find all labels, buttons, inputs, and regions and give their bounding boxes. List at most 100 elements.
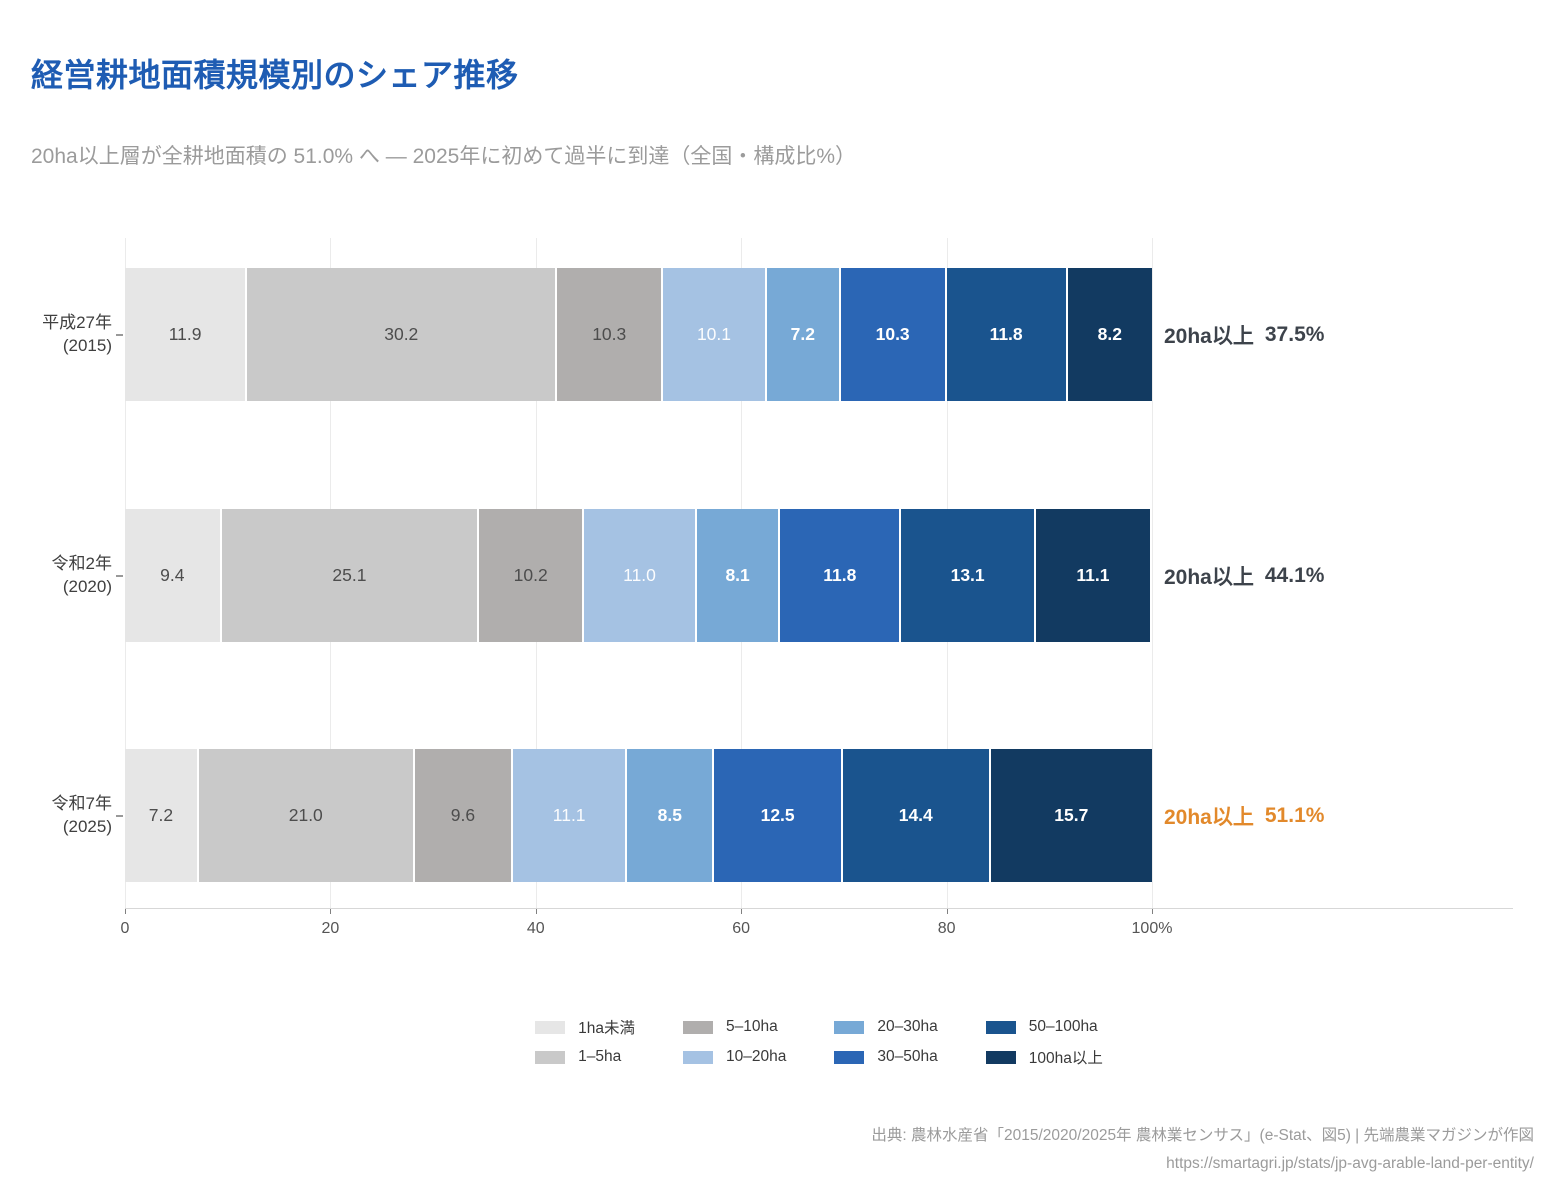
segment-value: 10.3: [592, 324, 627, 344]
bar-segment: 21.0: [198, 749, 415, 882]
legend-label: 1ha未満: [578, 1020, 636, 1037]
segment-value: 11.8: [989, 324, 1023, 344]
segment-value: 8.5: [657, 805, 682, 825]
x-tick: [535, 908, 537, 914]
segment-value: 11.0: [623, 565, 656, 585]
segment-value: 14.4: [898, 805, 933, 825]
page-title: 経営耕地面積規模別のシェア推移: [31, 57, 519, 93]
x-tick: [946, 908, 948, 914]
segment-value: 30.2: [384, 324, 419, 344]
x-tick-label: 0: [120, 920, 130, 937]
x-tick-label: 60: [732, 920, 751, 937]
segment-value: 10.2: [513, 565, 548, 585]
row-annotation: 20ha以上 37.5%: [1164, 322, 1325, 348]
x-tick-label: 80: [937, 920, 956, 937]
legend-swatch: [834, 1020, 865, 1034]
row-label: 令和7年 (2025): [51, 793, 112, 836]
row-annotation: 20ha以上 51.1%: [1164, 803, 1325, 829]
axis-line: [125, 908, 1513, 909]
segment-value: 25.1: [332, 565, 367, 585]
legend-swatch: [834, 1050, 865, 1064]
bar-segment: 10.3: [557, 268, 664, 401]
bar-segment: 7.2: [125, 749, 199, 882]
x-tick-label: 40: [526, 920, 545, 937]
bar-row: 11.9 30.2 10.3 10.1 7.2 10.3 11.8 8.2: [125, 268, 1154, 401]
bar-segment: 10.3: [840, 268, 947, 401]
grid-line: [1152, 238, 1153, 908]
x-tick-label: 100%: [1131, 920, 1173, 937]
segment-value: 21.0: [288, 805, 323, 825]
bar-segment: 11.8: [780, 509, 902, 642]
bar-row: 9.4 25.1 10.2 11.0 8.1 11.8 13.1 11.1: [125, 509, 1154, 642]
x-tick: [1152, 908, 1153, 914]
legend-item: 50–100ha: [985, 1016, 1103, 1038]
legend-item: 20–30ha: [834, 1016, 938, 1038]
bar-segment: 9.6: [414, 749, 514, 882]
x-tick-label: 20: [321, 920, 340, 937]
chart-legend: 1ha未満 5–10ha 20–30ha 50–100ha 1–5ha 10–20ha 30…: [125, 1016, 1513, 1068]
legend-label: 1–5ha: [578, 1048, 622, 1065]
bar-segment: 8.2: [1067, 268, 1152, 401]
legend-label: 5–10ha: [726, 1018, 778, 1035]
bar-segment: 11.1: [1035, 509, 1150, 642]
bar-segment: 13.1: [901, 509, 1036, 642]
segment-value: 9.4: [160, 565, 185, 585]
segment-value: 8.1: [725, 565, 750, 585]
legend-item: 5–10ha: [683, 1016, 786, 1038]
bar-row: 7.2 21.0 9.6 11.1 8.5 12.5 14.4 15.7: [125, 749, 1154, 882]
legend-label: 30–50ha: [877, 1048, 938, 1065]
segment-value: 10.3: [875, 324, 910, 344]
legend-swatch: [535, 1050, 566, 1064]
bar-segment: 25.1: [221, 509, 480, 642]
bar-segment: 9.4: [125, 509, 222, 642]
source-url: https://smartagri.jp/stats/jp-avg-arable…: [1166, 1154, 1534, 1172]
y-tick: [116, 574, 123, 577]
y-tick: [116, 333, 123, 336]
legend-swatch: [683, 1050, 714, 1064]
legend-label: 50–100ha: [1028, 1018, 1098, 1035]
bar-segment: 11.1: [513, 749, 628, 882]
legend-item: 30–50ha: [834, 1046, 938, 1068]
legend-item: 1–5ha: [535, 1046, 635, 1068]
legend-swatch: [985, 1050, 1016, 1064]
legend-swatch: [985, 1020, 1016, 1034]
segment-value: 7.2: [148, 805, 174, 825]
row-label: 令和2年 (2020): [51, 553, 112, 596]
segment-value: 11.9: [168, 324, 202, 344]
bar-segment: 15.7: [990, 749, 1152, 882]
x-tick: [125, 908, 126, 914]
segment-value: 12.5: [760, 805, 795, 825]
bar-segment: 11.9: [125, 268, 248, 401]
y-tick: [116, 814, 123, 817]
bar-segment: 30.2: [247, 268, 558, 401]
bar-segment: 8.5: [627, 749, 715, 882]
segment-value: 8.2: [1097, 324, 1122, 344]
segment-value: 15.7: [1054, 805, 1089, 825]
legend-label: 10–20ha: [726, 1048, 787, 1065]
legend-item: 1ha未満: [535, 1016, 635, 1038]
bar-segment: 8.1: [697, 509, 781, 642]
segment-value: 11.8: [823, 565, 857, 585]
chart-subtitle: 20ha以上層が全耕地面積の 51.0% へ — 2025年に初めて過半に到達（…: [31, 145, 856, 168]
row-label: 平成27年 (2015): [42, 312, 112, 355]
legend-swatch: [535, 1020, 566, 1034]
source-note: 出典: 農林水産省「2015/2020/2025年 農林業センサス」(e-Sta…: [871, 1122, 1534, 1178]
bar-segment: 14.4: [842, 749, 991, 882]
x-tick: [330, 908, 332, 914]
source-line: 出典: 農林水産省「2015/2020/2025年 農林業センサス」(e-Sta…: [871, 1127, 1534, 1144]
x-tick: [741, 908, 743, 914]
segment-value: 7.2: [790, 324, 815, 344]
legend-item: 100ha以上: [985, 1046, 1103, 1068]
segment-value: 11.1: [552, 805, 586, 825]
legend-item: 10–20ha: [683, 1046, 786, 1068]
bar-segment: 11.0: [584, 509, 698, 642]
legend-label: 100ha以上: [1028, 1050, 1103, 1067]
segment-value: 9.6: [450, 805, 476, 825]
bar-segment: 10.2: [479, 509, 585, 642]
bar-segment: 7.2: [766, 268, 841, 401]
bar-segment: 12.5: [714, 749, 843, 882]
segment-value: 11.1: [1076, 565, 1110, 585]
row-annotation: 20ha以上 44.1%: [1164, 563, 1325, 589]
bar-segment: 11.8: [946, 268, 1068, 401]
legend-swatch: [683, 1020, 714, 1034]
